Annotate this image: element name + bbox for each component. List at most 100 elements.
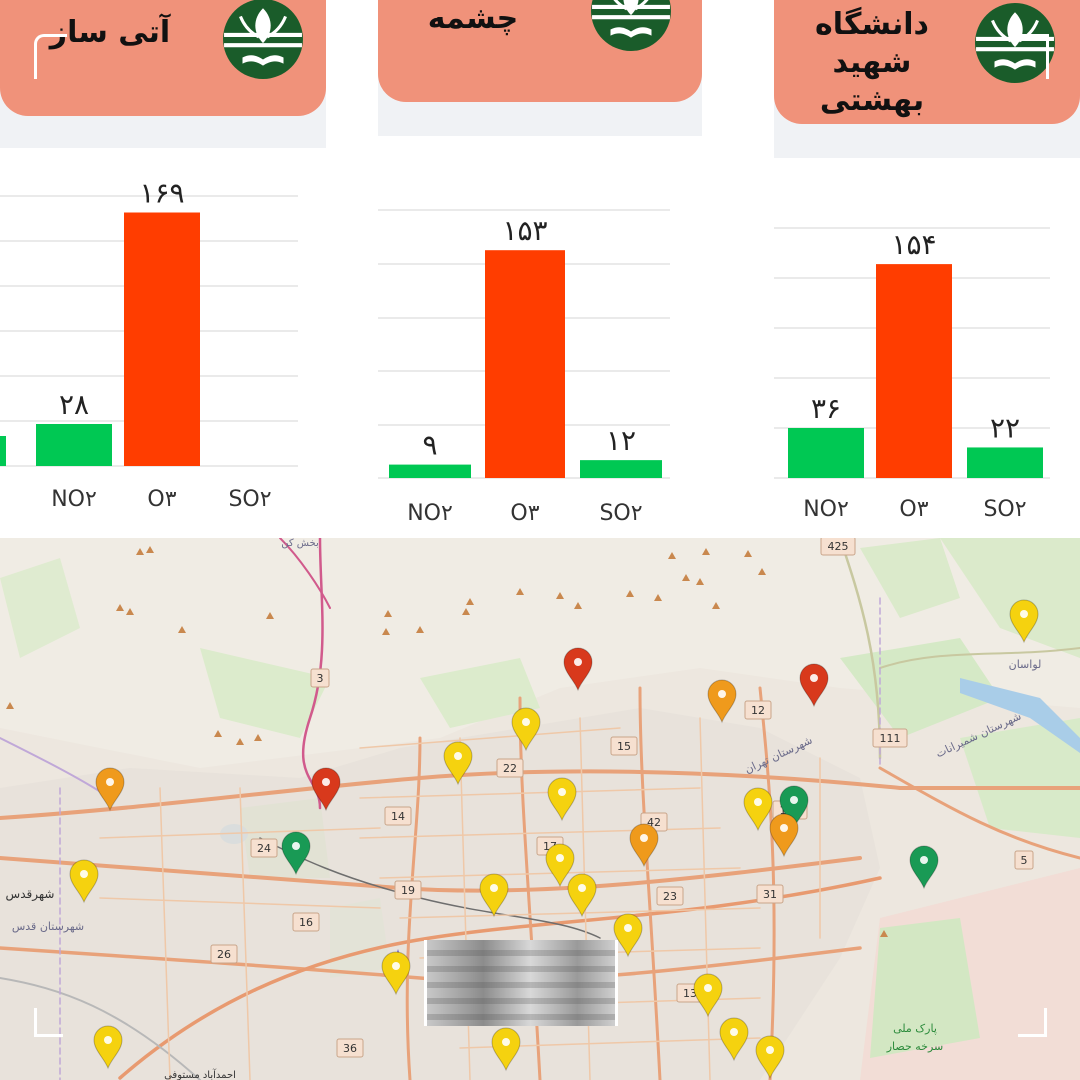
bar-value-label: ۲۸	[59, 388, 89, 421]
peak-icon	[696, 578, 704, 585]
station-name: دانشگاه شهید بهشتی	[774, 6, 970, 120]
station-marker-icon[interactable]	[443, 741, 473, 786]
peak-icon	[744, 550, 752, 557]
station-marker-icon[interactable]	[491, 1027, 521, 1072]
bar-value-label: ۱۵۳	[502, 214, 547, 247]
route-shield: 14	[384, 806, 412, 826]
route-number: 24	[257, 842, 271, 855]
peak-icon	[6, 702, 14, 709]
route-shield: 36	[336, 1038, 364, 1058]
route-shield: 26	[210, 944, 238, 964]
station-marker-icon[interactable]	[93, 1025, 123, 1070]
peak-icon	[556, 592, 564, 599]
bar-O۳[interactable]	[485, 250, 565, 478]
peak-icon	[382, 628, 390, 635]
station-card-atisaz: آتی ساز ۲۸ NO۲ ۱۶۹ O۳ SO۲	[0, 0, 326, 540]
route-shield: 425	[820, 538, 856, 556]
route-number: 36	[343, 1042, 357, 1055]
station-marker-icon[interactable]	[69, 859, 99, 904]
route-number: 13	[683, 987, 697, 1000]
bar-NO۲[interactable]	[36, 424, 112, 466]
station-marker-icon[interactable]	[95, 767, 125, 812]
station-marker-icon[interactable]	[693, 973, 723, 1018]
bar-SO۲[interactable]	[967, 447, 1043, 478]
peak-icon	[574, 602, 582, 609]
station-marker-icon[interactable]	[909, 845, 939, 890]
map-place-label: شهرستان قدس	[12, 920, 84, 933]
station-marker-icon[interactable]	[281, 831, 311, 876]
peak-icon	[254, 734, 262, 741]
map-place-label: بخش کن	[281, 538, 319, 549]
peak-icon	[758, 568, 766, 575]
station-marker-icon[interactable]	[779, 785, 809, 830]
peak-icon	[236, 738, 244, 745]
bar-value-label: ۱۵۴	[891, 228, 936, 261]
station-marker-icon[interactable]	[613, 913, 643, 958]
route-shield: 16	[292, 912, 320, 932]
peak-icon	[516, 588, 524, 595]
route-number: 425	[828, 540, 849, 553]
station-marker-icon[interactable]	[567, 873, 597, 918]
pollutant-bar-chart: ۳۶ NO۲ ۱۵۴ O۳ ۲۲ SO۲	[774, 227, 1050, 522]
pollutant-label: NO۲	[407, 501, 453, 526]
route-number: 23	[663, 890, 677, 903]
route-number: 14	[391, 810, 405, 823]
station-name-line1: دانشگاه شهید	[815, 7, 929, 80]
bar-O۳[interactable]	[124, 212, 200, 467]
station-marker-icon[interactable]	[547, 777, 577, 822]
bar-value-label: ۹	[422, 429, 437, 462]
pollutant-label: O۳	[510, 501, 539, 526]
peak-icon	[214, 730, 222, 737]
frame-corner	[1016, 34, 1049, 79]
bar-value-label: ۳۶	[811, 392, 841, 425]
route-shield: 111	[872, 728, 908, 748]
route-shield: 5	[1014, 850, 1034, 870]
station-marker-icon[interactable]	[629, 823, 659, 868]
peak-icon	[702, 548, 710, 555]
station-card-beheshti: دانشگاه شهید بهشتی ۳۶ NO۲ ۱۵۴ O۳ ۲۲ SO۲	[774, 0, 1080, 540]
pollutant-label: NO۲	[51, 487, 97, 512]
map-place-label: پارک ملی	[893, 1022, 937, 1035]
route-number: 31	[763, 888, 777, 901]
route-number: 111	[880, 732, 901, 745]
station-marker-icon[interactable]	[563, 647, 593, 692]
station-marker-icon[interactable]	[545, 843, 575, 888]
station-marker-icon[interactable]	[479, 873, 509, 918]
station-marker-icon[interactable]	[1009, 599, 1039, 644]
station-marker-icon[interactable]	[743, 787, 773, 832]
peak-icon	[116, 604, 124, 611]
peak-icon	[682, 574, 690, 581]
bar-clipped[interactable]	[0, 436, 6, 466]
station-marker-icon[interactable]	[311, 767, 341, 812]
bar-NO۲[interactable]	[389, 464, 471, 478]
station-marker-icon[interactable]	[719, 1017, 749, 1062]
pollutant-label: NO۲	[803, 497, 849, 522]
route-shield: 19	[394, 880, 422, 900]
route-number: 12	[751, 704, 765, 717]
route-number: 15	[617, 740, 631, 753]
station-marker-icon[interactable]	[769, 813, 799, 858]
route-shield: 12	[744, 700, 772, 720]
station-marker-icon[interactable]	[381, 951, 411, 996]
pollutant-bar-chart: ۲۸ NO۲ ۱۶۹ O۳ SO۲	[0, 177, 298, 512]
bar-value-label: ۲۲	[990, 411, 1020, 444]
station-marker-icon[interactable]	[707, 679, 737, 724]
station-marker-icon[interactable]	[799, 663, 829, 708]
air-quality-map[interactable]: 425312151112214421611724519233116261336 …	[0, 538, 1080, 1080]
frame-corner	[34, 1008, 63, 1037]
bar-SO۲[interactable]	[580, 460, 662, 478]
doe-logo-icon	[223, 0, 303, 79]
peak-icon	[462, 608, 470, 615]
station-marker-icon[interactable]	[511, 707, 541, 752]
pollutant-label: O۳	[899, 497, 928, 522]
blurred-overlay	[424, 940, 618, 1026]
route-shield: 23	[656, 886, 684, 906]
bar-NO۲[interactable]	[788, 428, 864, 478]
map-canvas[interactable]: 425312151112214421611724519233116261336 …	[0, 538, 1080, 1080]
station-marker-icon[interactable]	[755, 1035, 785, 1080]
map-place-label: احمدآباد مستوفی	[164, 1068, 236, 1080]
bar-O۳[interactable]	[876, 264, 952, 478]
peak-icon	[668, 552, 676, 559]
peak-icon	[178, 626, 186, 633]
pollutant-bar-chart: ۹ NO۲ ۱۵۳ O۳ ۱۲ SO۲	[378, 209, 670, 526]
